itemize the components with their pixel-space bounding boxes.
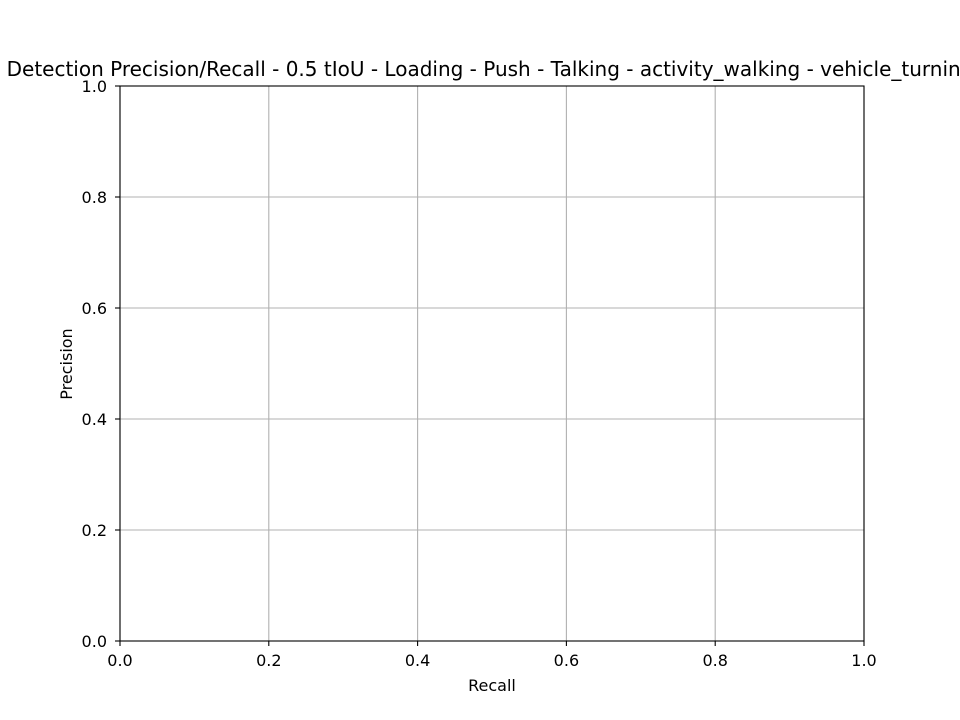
x-tick-label: 0.4 — [405, 651, 430, 670]
x-tick-label: 0.6 — [554, 651, 579, 670]
y-tick-label: 0.0 — [82, 632, 107, 651]
x-tick-label: 0.8 — [702, 651, 727, 670]
x-tick-label: 0.0 — [107, 651, 132, 670]
x-tick-label: 0.2 — [256, 651, 281, 670]
y-tick-label: 0.6 — [82, 299, 107, 318]
y-tick-label: 0.8 — [82, 188, 107, 207]
chart-title: Detection Precision/Recall - 0.5 tIoU - … — [7, 57, 960, 81]
x-tick-label: 1.0 — [851, 651, 876, 670]
y-tick-label: 0.4 — [82, 410, 107, 429]
y-tick-label: 0.2 — [82, 521, 107, 540]
x-axis-label: Recall — [468, 676, 516, 695]
y-axis-label: Precision — [57, 328, 76, 399]
y-tick-label: 1.0 — [82, 77, 107, 96]
